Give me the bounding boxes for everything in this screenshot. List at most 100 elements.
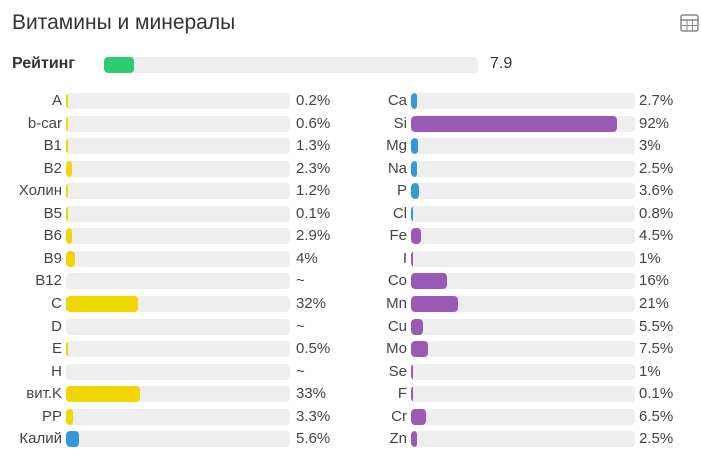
nutrient-bar [411,161,417,177]
nutrient-bar [411,138,418,154]
nutrient-value: 2.5% [639,160,674,177]
nutrient-label: Холин [18,182,62,199]
nutrient-value: 3.3% [296,408,331,425]
nutrient-label: Si [393,115,407,132]
nutrient-label: Mn [386,295,407,312]
nutrient-value: 33% [296,385,327,402]
nutrient-bar [66,228,73,244]
nutrient-value: 0.5% [296,340,331,357]
nutrient-bar [66,431,79,447]
nutrient-value: 7.5% [639,340,674,357]
nutrient-label: C [51,295,62,312]
nutrient-row-minerals: Cr 6.5% [345,408,685,425]
nutrient-value: 0.6% [296,115,331,132]
nutrient-row-minerals: Mo 7.5% [345,340,685,357]
nutrient-row-minerals: Cl 0.8% [345,205,685,222]
nutrient-value: ~ [296,363,305,380]
nutrient-bar-track [66,296,290,312]
nutrient-label: Co [387,272,407,289]
nutrient-row-minerals: Se 1% [345,363,685,380]
nutrient-row-vitamins: B6 2.9% [0,227,340,244]
nutrient-label: вит.K [26,385,62,402]
nutrient-row-vitamins: B5 0.1% [0,205,340,222]
nutrient-row-vitamins: вит.K 33% [0,385,340,402]
nutrient-row-minerals: Co 16% [345,272,685,289]
nutrient-value: 0.1% [296,205,331,222]
nutrient-bar [66,116,68,132]
nutrient-bar-track [66,431,290,447]
nutrient-value: 2.5% [639,430,674,447]
nutrient-label: b-car [27,115,62,132]
nutrient-row-minerals: I 1% [345,250,685,267]
nutrient-bar-track [411,273,635,289]
rating-bar-track [104,57,478,73]
nutrient-label: Cu [387,318,407,335]
nutrient-value: 4.5% [639,227,674,244]
nutrient-value: 4% [296,250,318,267]
nutrient-value: 5.5% [639,318,674,335]
nutrient-bar [411,183,420,199]
nutrient-label: I [402,250,407,267]
nutrient-row-vitamins: H ~ [0,363,340,380]
rating-value: 7.9 [490,55,513,72]
nutrient-label: Mo [386,340,407,357]
nutrient-value: 32% [296,295,327,312]
nutrient-value: 92% [639,115,670,132]
nutrient-label: A [51,92,62,109]
nutrient-value: ~ [296,318,305,335]
nutrient-row-vitamins: B12 ~ [0,272,340,289]
nutrient-row-minerals: Na 2.5% [345,160,685,177]
nutrient-bar-track [411,183,635,199]
nutrient-label: B2 [43,160,62,177]
nutrient-bar [66,409,74,425]
nutrient-value: 3% [639,137,661,154]
nutrient-value: 21% [639,295,670,312]
nutrient-row-minerals: F 0.1% [345,385,685,402]
nutrient-label: B1 [43,137,62,154]
nutrient-row-minerals: Mn 21% [345,295,685,312]
nutrient-row-minerals: Si 92% [345,115,685,132]
nutrient-row-minerals: Fe 4.5% [345,227,685,244]
nutrient-value: 5.6% [296,430,331,447]
nutrient-bar-track [66,228,290,244]
nutrient-value: 0.2% [296,92,331,109]
nutrient-value: 2.9% [296,227,331,244]
nutrient-value: 0.8% [639,205,674,222]
nutrient-label: Калий [19,430,62,447]
nutrient-bar-track [411,431,635,447]
nutrient-value: 16% [639,272,670,289]
nutrient-value: 1.2% [296,182,331,199]
nutrient-row-vitamins: B1 1.3% [0,137,340,154]
nutrient-bar [66,138,68,154]
nutrient-bar [411,431,417,447]
nutrient-bar [411,386,413,402]
nutrient-bar [411,364,413,380]
nutrient-label: B12 [35,272,62,289]
nutrient-row-minerals: Cu 5.5% [345,318,685,335]
nutrient-value: ~ [296,272,305,289]
nutrient-value: 3.6% [639,182,674,199]
nutrient-bar [411,251,413,267]
nutrient-row-vitamins: A 0.2% [0,92,340,109]
nutrient-value: 2.3% [296,160,331,177]
nutrient-row-vitamins: B9 4% [0,250,340,267]
nutrient-bar-track [66,251,290,267]
nutrient-bar-track [411,364,635,380]
nutrient-bar [411,228,422,244]
nutrient-bar [66,386,140,402]
nutrient-label: H [51,363,62,380]
nutrient-bar-track [411,228,635,244]
nutrient-label: F [397,385,407,402]
nutrient-label: B9 [43,250,62,267]
nutrient-bar-track [66,386,290,402]
nutrient-bar-track [411,296,635,312]
nutrient-bar [66,341,68,357]
nutrient-value: 6.5% [639,408,674,425]
nutrient-row-minerals: Ca 2.7% [345,92,685,109]
nutrient-bar [411,206,413,222]
nutrient-label: E [51,340,62,357]
nutrient-bar [66,206,68,222]
nutrient-bar [411,93,418,109]
table-icon[interactable] [680,14,699,32]
nutrient-row-vitamins: E 0.5% [0,340,340,357]
